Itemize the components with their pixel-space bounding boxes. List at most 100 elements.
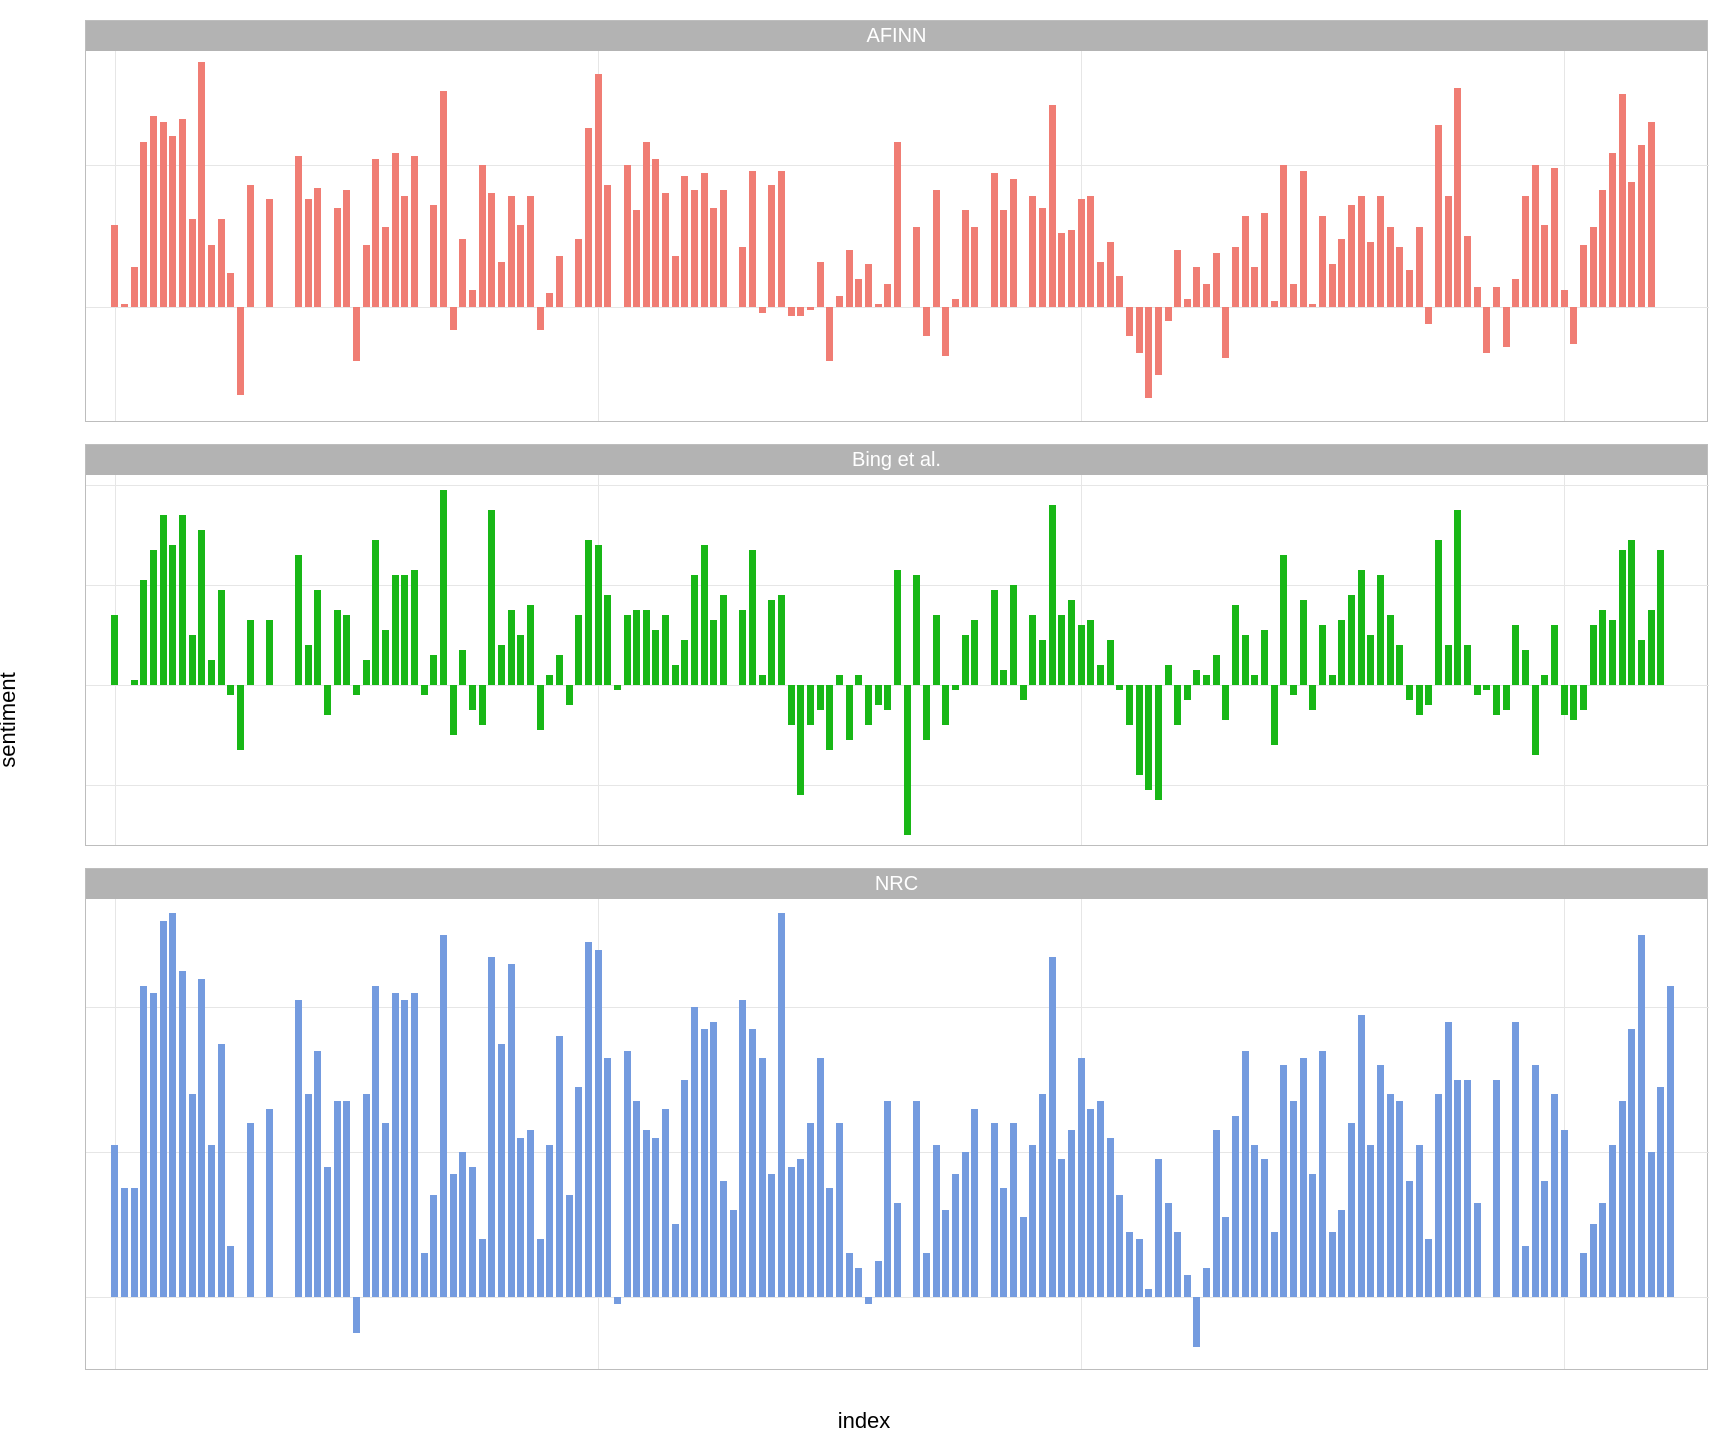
bar <box>1367 1145 1374 1297</box>
bar <box>1425 307 1432 324</box>
bar <box>1087 620 1094 685</box>
bar <box>1126 685 1133 725</box>
bar <box>575 1087 582 1297</box>
facet-panel: NRC02040050100150 <box>85 868 1708 1370</box>
bar <box>498 262 505 308</box>
bar <box>392 575 399 685</box>
bar <box>1348 595 1355 685</box>
bar <box>1367 242 1374 307</box>
bar <box>218 1044 225 1297</box>
bar <box>643 142 650 307</box>
bar <box>1290 284 1297 307</box>
bar <box>1561 290 1568 307</box>
bar <box>846 250 853 307</box>
bar <box>160 921 167 1297</box>
bar <box>865 1297 872 1304</box>
bar <box>556 655 563 685</box>
bar <box>826 1188 833 1296</box>
bar <box>295 1000 302 1296</box>
bar <box>169 545 176 685</box>
bar <box>295 555 302 685</box>
bar <box>749 1029 756 1297</box>
bar <box>1116 685 1123 690</box>
bar <box>546 293 553 307</box>
bar <box>1145 685 1152 790</box>
bar <box>247 1123 254 1297</box>
bar <box>343 190 350 307</box>
bar <box>372 540 379 685</box>
bar <box>1329 1232 1336 1297</box>
bar <box>488 193 495 307</box>
bar <box>1309 304 1316 307</box>
bar <box>160 515 167 685</box>
bar <box>1454 510 1461 685</box>
bar <box>1251 1145 1258 1297</box>
bar <box>1396 247 1403 307</box>
bar <box>923 307 930 335</box>
bar <box>1387 615 1394 685</box>
bar <box>237 307 244 395</box>
bar <box>1184 685 1191 700</box>
bar <box>1319 216 1326 307</box>
bar <box>401 196 408 307</box>
bar <box>1078 625 1085 685</box>
bar <box>1609 620 1616 685</box>
y-axis-title: sentiment <box>0 672 21 767</box>
bar <box>1358 570 1365 685</box>
bar <box>1261 1159 1268 1296</box>
bar <box>1648 1152 1655 1297</box>
bar <box>962 1152 969 1297</box>
bar <box>324 685 331 715</box>
bar <box>343 615 350 685</box>
bar <box>913 575 920 685</box>
bar <box>1454 88 1461 307</box>
bar <box>169 136 176 307</box>
bar <box>1522 650 1529 685</box>
bar <box>1580 685 1587 710</box>
bar <box>208 1145 215 1297</box>
bar <box>1271 685 1278 745</box>
bar <box>662 1109 669 1297</box>
bar <box>1348 205 1355 307</box>
bar <box>1464 645 1471 685</box>
bar <box>372 986 379 1297</box>
bar <box>1551 168 1558 307</box>
bar <box>672 665 679 685</box>
bar <box>1619 94 1626 307</box>
bar <box>1416 227 1423 307</box>
bar <box>1136 1239 1143 1297</box>
bar <box>894 1203 901 1297</box>
bar <box>701 173 708 307</box>
bar <box>1068 1130 1075 1296</box>
bar <box>1493 287 1500 307</box>
bar <box>140 142 147 307</box>
bar <box>991 173 998 307</box>
bar <box>1222 1217 1229 1297</box>
bar <box>1280 1065 1287 1296</box>
bar <box>1029 196 1036 307</box>
bar <box>140 986 147 1297</box>
bar <box>913 1101 920 1296</box>
bar <box>1657 550 1664 685</box>
bar <box>498 1044 505 1297</box>
bar <box>788 307 795 316</box>
bar <box>1280 165 1287 307</box>
bar <box>826 307 833 361</box>
bar <box>1097 262 1104 308</box>
bar <box>1551 1094 1558 1296</box>
bar <box>314 1051 321 1297</box>
bar <box>508 964 515 1297</box>
bar <box>691 1007 698 1296</box>
bar <box>923 685 930 740</box>
bar <box>585 540 592 685</box>
bar <box>121 304 128 307</box>
bar <box>131 680 138 685</box>
bar <box>1445 1022 1452 1297</box>
bar <box>991 1123 998 1297</box>
bar <box>1010 585 1017 685</box>
bar <box>778 595 785 685</box>
bar <box>546 1145 553 1297</box>
bar <box>508 196 515 307</box>
bar <box>179 971 186 1296</box>
bar <box>1107 1138 1114 1297</box>
